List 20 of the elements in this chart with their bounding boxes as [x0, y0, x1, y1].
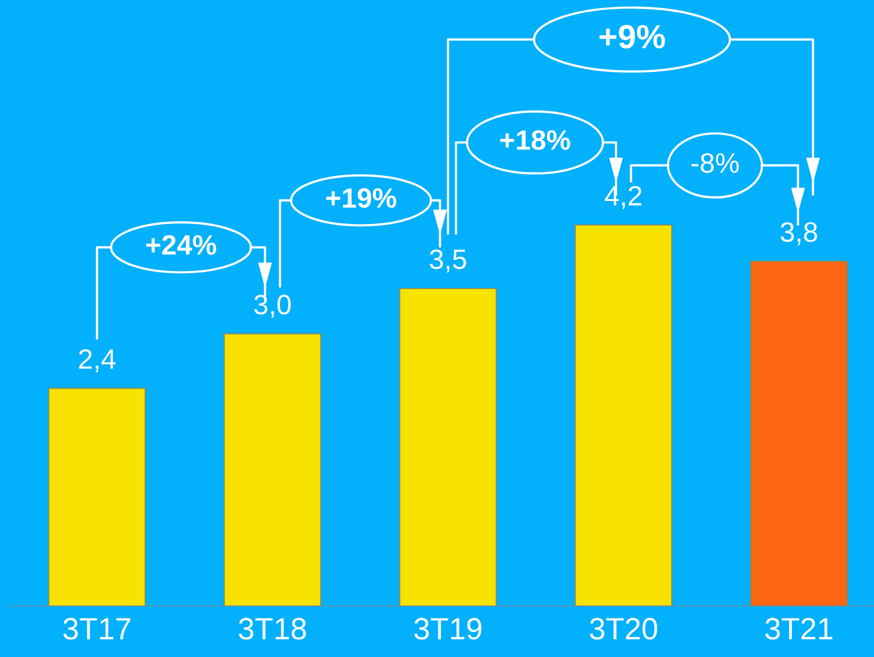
x-tick-label: 3T18 — [238, 618, 306, 640]
bar — [224, 333, 322, 606]
text: +9% — [600, 24, 665, 48]
data-label: 4,2 — [604, 186, 642, 209]
x-tick-label: 3T20 — [590, 618, 658, 640]
text: +18% — [500, 130, 570, 150]
bar — [574, 224, 672, 606]
data-label: 3,0 — [254, 294, 291, 318]
data-label: 2,4 — [79, 349, 116, 372]
x-tick-label: 3T17 — [63, 618, 130, 640]
data-label: 3,8 — [780, 222, 818, 246]
bar — [48, 388, 146, 606]
bar — [399, 288, 497, 606]
text: +19% — [326, 188, 396, 208]
text: -8% — [692, 153, 739, 173]
annotation: +24% — [146, 235, 216, 255]
x-tick-label: 3T21 — [765, 618, 832, 640]
x-tick-label: 3T19 — [414, 618, 482, 640]
data-label: 3,5 — [430, 249, 466, 272]
bar — [750, 260, 848, 606]
